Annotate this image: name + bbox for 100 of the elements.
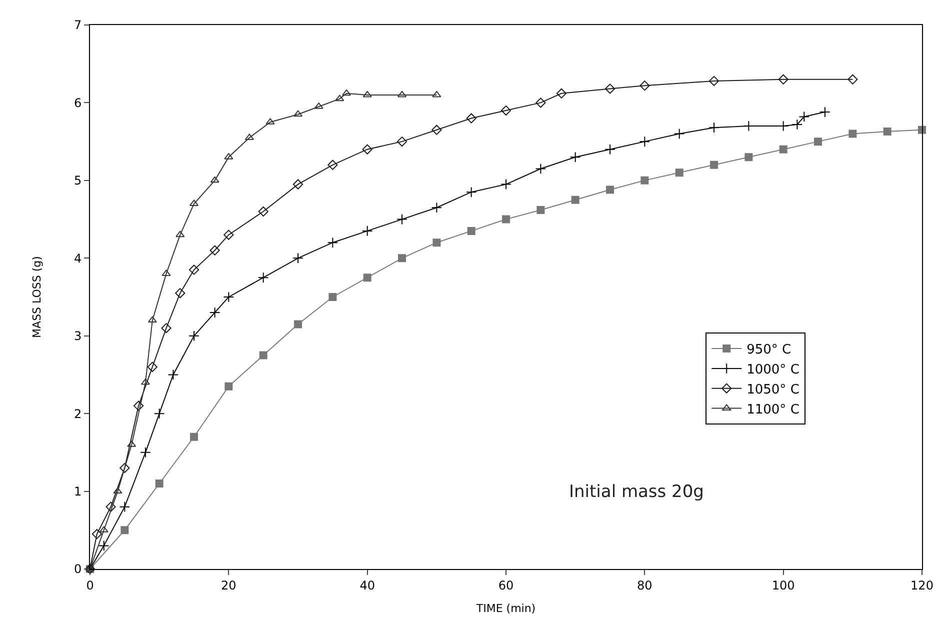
point bbox=[120, 462, 130, 474]
point bbox=[432, 124, 442, 135]
point bbox=[113, 487, 122, 494]
y-tick-label: 5 bbox=[74, 174, 82, 188]
point bbox=[500, 178, 512, 190]
point bbox=[258, 206, 268, 217]
point bbox=[154, 408, 165, 419]
point bbox=[155, 480, 164, 488]
point bbox=[556, 88, 567, 98]
point bbox=[432, 238, 441, 247]
x-tick-label: 80 bbox=[637, 578, 652, 592]
point bbox=[883, 127, 892, 136]
point bbox=[778, 74, 788, 84]
point bbox=[535, 163, 546, 174]
y-tick-label: 4 bbox=[74, 251, 82, 266]
point bbox=[820, 106, 830, 118]
point bbox=[293, 110, 303, 117]
point bbox=[327, 237, 338, 248]
point bbox=[342, 89, 352, 96]
point bbox=[606, 186, 614, 194]
legend-label: 1100° C bbox=[746, 402, 800, 418]
point bbox=[161, 323, 172, 334]
point bbox=[175, 288, 186, 298]
point bbox=[362, 90, 372, 98]
point bbox=[363, 274, 372, 282]
point bbox=[398, 254, 406, 262]
point bbox=[432, 90, 442, 98]
point bbox=[500, 105, 512, 116]
point bbox=[640, 176, 649, 184]
point bbox=[147, 362, 158, 372]
x-tick-label: 60 bbox=[498, 578, 514, 592]
point bbox=[328, 293, 337, 301]
point bbox=[362, 226, 373, 236]
point bbox=[798, 111, 810, 122]
point bbox=[396, 214, 408, 225]
point bbox=[467, 226, 476, 235]
x-tick-label: 0 bbox=[86, 578, 94, 592]
point bbox=[639, 136, 650, 147]
y-tick-label: 3 bbox=[74, 329, 82, 344]
point bbox=[148, 316, 157, 323]
legend-label: 950° C bbox=[746, 342, 792, 358]
point bbox=[814, 138, 822, 146]
point bbox=[848, 130, 857, 138]
y-tick-label: 0 bbox=[74, 562, 82, 576]
point bbox=[708, 76, 720, 86]
point bbox=[335, 94, 344, 102]
legend-label: 1000° C bbox=[746, 362, 800, 378]
point bbox=[133, 400, 144, 411]
y-tick-label: 2 bbox=[74, 406, 82, 421]
point bbox=[792, 119, 803, 130]
y-tick-label: 7 bbox=[74, 18, 82, 32]
point bbox=[708, 122, 720, 133]
point bbox=[209, 307, 220, 318]
point bbox=[779, 145, 788, 154]
point bbox=[188, 330, 200, 342]
point bbox=[176, 230, 185, 238]
point bbox=[106, 502, 116, 512]
point bbox=[674, 128, 685, 140]
point bbox=[168, 369, 179, 380]
point bbox=[536, 98, 546, 108]
point bbox=[466, 186, 477, 198]
point bbox=[92, 528, 102, 540]
point bbox=[119, 501, 130, 512]
point bbox=[744, 153, 753, 162]
legend-label: 1050° C bbox=[746, 382, 800, 398]
annotation: Initial mass 20g bbox=[569, 482, 704, 502]
point bbox=[397, 90, 407, 98]
x-axis-title: TIME (min) bbox=[475, 602, 536, 615]
point bbox=[210, 245, 220, 256]
x-tick-label: 100 bbox=[772, 578, 795, 592]
point bbox=[292, 179, 304, 190]
point bbox=[604, 144, 616, 155]
point bbox=[120, 526, 129, 534]
point bbox=[259, 351, 268, 360]
y-tick-label: 1 bbox=[74, 484, 82, 498]
point bbox=[224, 230, 234, 240]
point bbox=[210, 176, 220, 183]
point bbox=[640, 80, 650, 91]
y-tick-label: 6 bbox=[74, 96, 82, 110]
x-tick-label: 40 bbox=[360, 578, 375, 592]
point bbox=[571, 196, 580, 204]
y-axis-title: MASS LOSS (g) bbox=[30, 256, 44, 338]
point bbox=[190, 432, 198, 441]
point bbox=[292, 252, 304, 264]
point bbox=[848, 74, 858, 84]
point bbox=[294, 320, 302, 328]
point bbox=[140, 378, 150, 385]
point bbox=[502, 215, 510, 224]
point bbox=[188, 264, 200, 275]
point bbox=[224, 382, 233, 390]
x-tick-label: 20 bbox=[221, 578, 236, 592]
point bbox=[140, 447, 151, 458]
point bbox=[328, 160, 338, 170]
point bbox=[536, 206, 545, 214]
point bbox=[604, 84, 616, 94]
point bbox=[710, 160, 718, 169]
point bbox=[98, 540, 110, 552]
point bbox=[466, 113, 476, 124]
point bbox=[362, 144, 372, 154]
point bbox=[396, 136, 408, 147]
